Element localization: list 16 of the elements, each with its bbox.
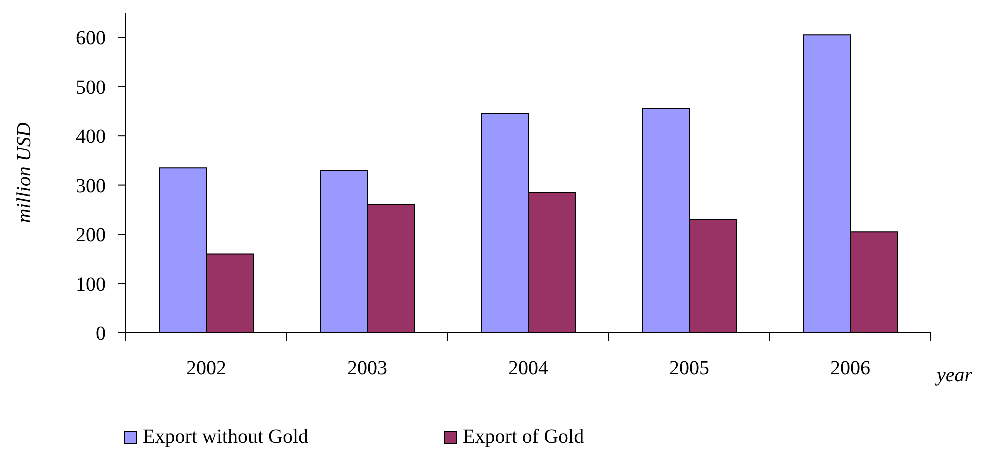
y-tick-label: 400 — [76, 126, 106, 148]
y-tick-label: 100 — [76, 274, 106, 296]
y-tick-label: 600 — [76, 28, 106, 50]
x-tick-label: 2004 — [508, 358, 548, 380]
legend-label: Export without Gold — [143, 426, 309, 449]
x-tick-label: 2002 — [186, 358, 226, 380]
legend-label: Export of Gold — [463, 426, 584, 449]
x-tick-label: 2006 — [830, 358, 870, 380]
x-tick-label: 2003 — [348, 358, 388, 380]
y-tick-label: 300 — [76, 175, 106, 198]
y-tick-label: 0 — [96, 323, 106, 346]
x-tick-label: 2005 — [670, 358, 710, 380]
y-tick-label: 200 — [76, 224, 106, 247]
x-axis-title: year — [935, 364, 973, 387]
y-axis-title: million USD — [14, 122, 36, 224]
y-tick-label: 500 — [76, 76, 106, 99]
